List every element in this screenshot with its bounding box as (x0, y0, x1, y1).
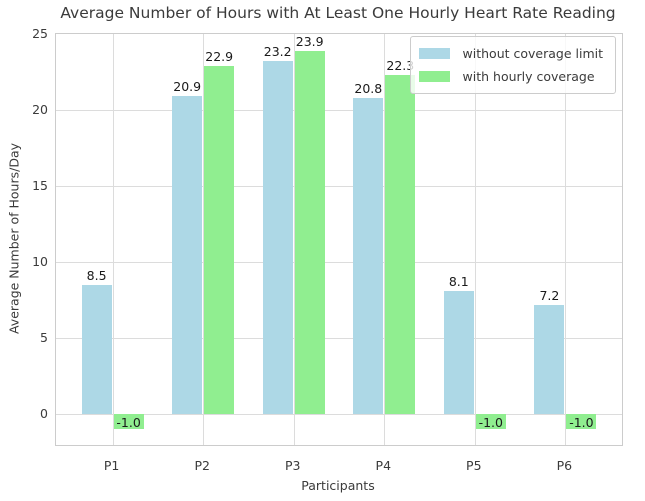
legend-color-patch (418, 48, 450, 59)
bar-value-label: 23.9 (295, 33, 324, 49)
y-tick-label: 25 (32, 25, 48, 41)
bar-value-label: 20.8 (354, 80, 383, 96)
bar-value-label: -1.0 (116, 415, 141, 430)
y-tick-label: 5 (40, 329, 48, 345)
y-tick-label: 15 (32, 177, 48, 193)
legend: without coverage limit with hourly covera… (409, 36, 616, 94)
bar-P4-blue (353, 97, 384, 414)
legend-label: without coverage limit (462, 46, 603, 61)
x-tick-label-P1: P1 (103, 458, 120, 473)
x-tick-label-P4: P4 (375, 458, 392, 473)
bar-value-label: -1.0 (478, 415, 503, 430)
bar-value-label: -1.0 (569, 415, 594, 430)
gridline-horizontal (56, 338, 622, 339)
legend-entry: with hourly coverage (418, 65, 603, 88)
plot-area: 8.5 20.9 23.2 20.8 8.1 7.2 -1.0 22.9 23.9 22.3 -1.… (55, 33, 623, 446)
bar-value-label: 8.1 (448, 273, 469, 289)
gridline-horizontal (56, 262, 622, 263)
bar-value-label: 22.9 (205, 48, 234, 64)
chart-title: Average Number of Hours with At Least On… (60, 4, 616, 22)
bar-P1-blue (81, 284, 112, 414)
bar-value-label: 8.5 (86, 267, 107, 283)
legend-entry: without coverage limit (418, 42, 603, 65)
bar-P5-blue (443, 290, 474, 414)
gridline-vertical (384, 34, 386, 445)
bar-P5-green (475, 414, 506, 430)
bar-value-label: 23.2 (263, 44, 292, 60)
x-axis-label: Participants (301, 478, 375, 493)
gridline-horizontal (56, 186, 622, 187)
legend-color-patch (418, 71, 450, 82)
gridline-vertical (203, 34, 205, 445)
y-tick-label: 10 (32, 253, 48, 269)
bar-value-label: 22.3 (386, 58, 415, 73)
x-tick-label-P2: P2 (194, 458, 210, 473)
x-tick-label-P6: P6 (556, 458, 573, 473)
y-tick-label: 20 (32, 101, 48, 117)
bar-value-label: 7.2 (539, 287, 560, 303)
gridline-vertical (293, 34, 295, 445)
bar-value-label: 20.9 (173, 79, 202, 95)
gridline-horizontal (56, 414, 622, 415)
y-tick-label: 0 (40, 405, 48, 421)
x-tick-label-P3: P3 (284, 458, 301, 473)
bar-P4-green (385, 75, 416, 414)
bar-P2-green (204, 65, 235, 414)
bar-P1-green (113, 414, 144, 430)
gridline-vertical (565, 34, 567, 445)
bar-P2-blue (172, 96, 203, 414)
bar-P6-blue (534, 304, 565, 414)
gridline-vertical (474, 34, 476, 445)
gridline-vertical (112, 34, 114, 445)
bar-P3-green (294, 50, 325, 414)
bar-P6-green (566, 414, 597, 430)
legend-label: with hourly coverage (462, 69, 595, 84)
gridline-horizontal (56, 110, 622, 111)
x-tick-label-P5: P5 (466, 458, 482, 473)
bar-P3-blue (262, 61, 293, 414)
